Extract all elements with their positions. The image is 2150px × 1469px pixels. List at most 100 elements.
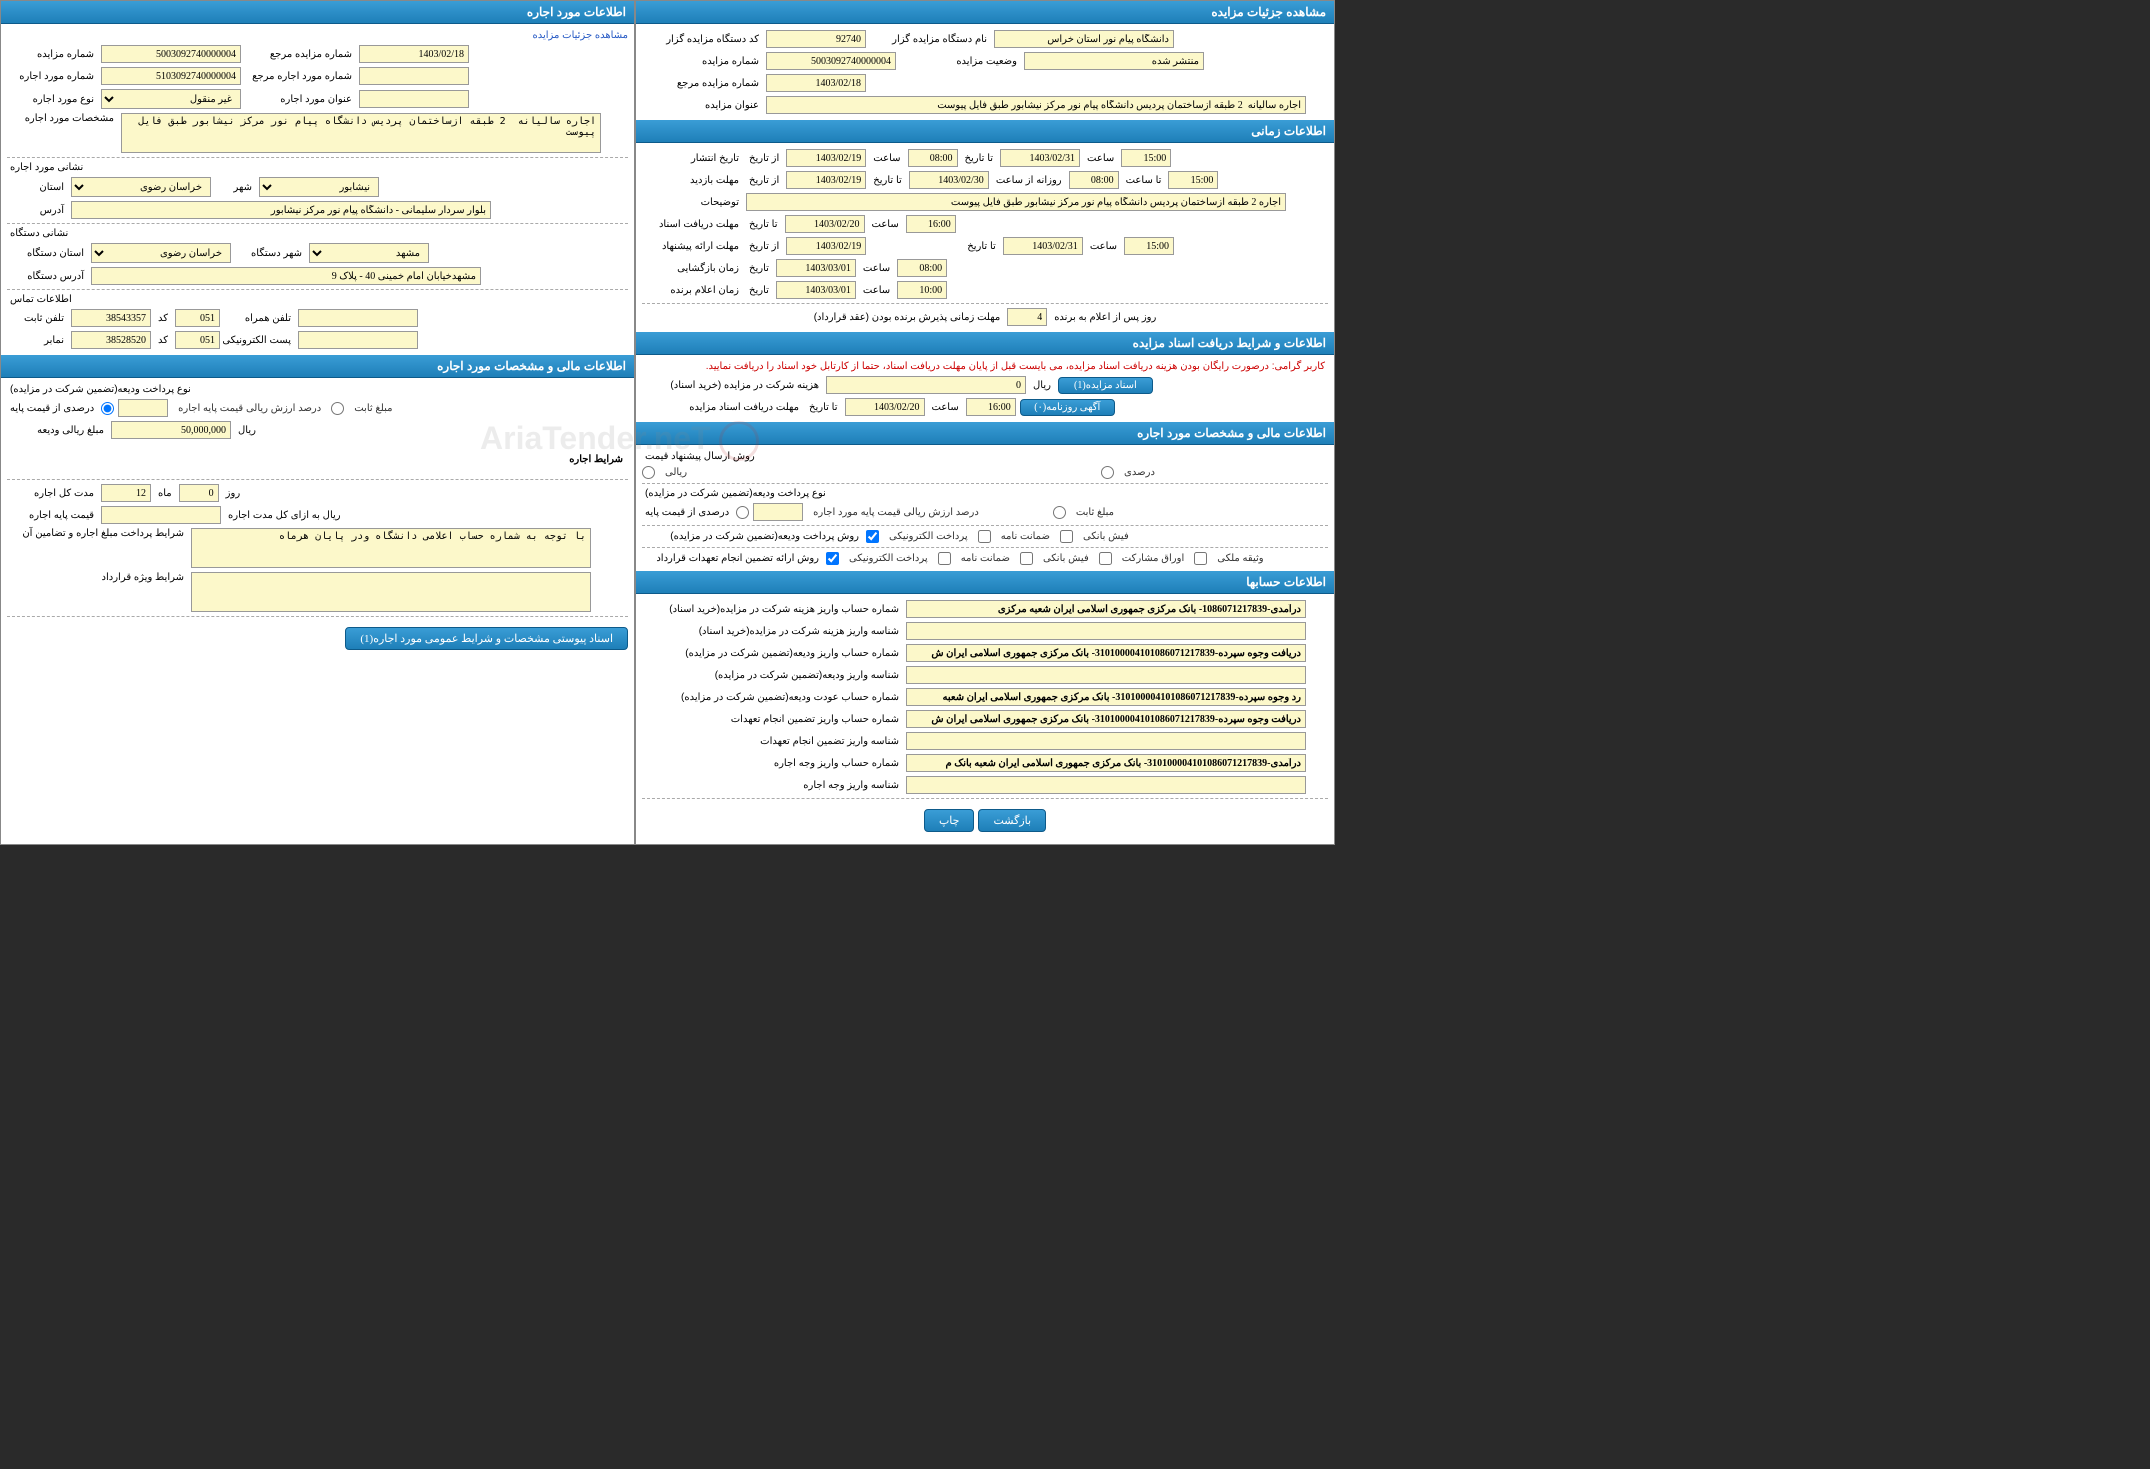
opening-time-label: زمان بازگشایی: [642, 263, 742, 274]
email-field[interactable]: [298, 331, 418, 349]
guarantee2-cb[interactable]: [938, 552, 951, 565]
fax-field[interactable]: [71, 331, 151, 349]
acc5-field[interactable]: [906, 754, 1306, 772]
fee-field[interactable]: [826, 376, 1026, 394]
org-code-field[interactable]: [766, 30, 866, 48]
org-name-field[interactable]: [994, 30, 1174, 48]
auction-status-field[interactable]: [1024, 52, 1204, 70]
riali-opt: ریالی: [665, 467, 687, 478]
lease-ref-label: شماره مورد اجاره مرجع: [245, 71, 355, 82]
lease-item-num-label: شماره مورد اجاره: [7, 71, 97, 82]
bonds-cb[interactable]: [1099, 552, 1112, 565]
base-percent2-opt: درصد ارزش ریالی قیمت پایه مورد اجاره: [813, 507, 979, 518]
open-time[interactable]: [897, 259, 947, 277]
print-button[interactable]: چاپ: [924, 809, 975, 832]
prop-to-date[interactable]: [1003, 237, 1083, 255]
pub-to-time[interactable]: [1121, 149, 1171, 167]
percent-field[interactable]: [118, 399, 168, 417]
address-field[interactable]: [71, 201, 491, 219]
auction-num-field[interactable]: [101, 45, 241, 63]
lease-ref-field[interactable]: [359, 67, 469, 85]
lease-spec-field[interactable]: اجاره سالیانه 2 طبقه ازساختمان پردیس دان…: [121, 113, 601, 153]
visit-from-time[interactable]: [1069, 171, 1119, 189]
lease-type-select[interactable]: غیر منقول: [101, 89, 241, 109]
org-province-select[interactable]: خراسان رضوی: [91, 243, 231, 263]
acc1id-field[interactable]: [906, 622, 1306, 640]
bank-receipt-cb[interactable]: [1060, 530, 1073, 543]
acc5id-field[interactable]: [906, 776, 1306, 794]
acc2-label: شماره حساب واریز ودیعه(تضمین شرکت در مزا…: [642, 648, 902, 659]
view-details-link[interactable]: مشاهده جزئیات مزایده: [532, 30, 628, 41]
deposit-method-label: روش پرداخت ودیعه(تضمین شرکت در مزایده): [642, 531, 862, 542]
mobile-field[interactable]: [298, 309, 418, 327]
org-address-label: نشانی دستگاه: [7, 228, 71, 239]
open-date[interactable]: [776, 259, 856, 277]
org-city-select[interactable]: مشهد: [309, 243, 429, 263]
base-percent2-label: درصدی از قیمت پایه: [642, 507, 732, 518]
elec-payment2-cb[interactable]: [826, 552, 839, 565]
base-price-field[interactable]: [101, 506, 221, 524]
acceptance-suffix: روز پس از اعلام به برنده: [1051, 312, 1159, 323]
visit-from-date[interactable]: [786, 171, 866, 189]
percent2-field[interactable]: [753, 503, 803, 521]
special-cond-field[interactable]: [191, 572, 591, 612]
bank-receipt2-cb[interactable]: [1020, 552, 1033, 565]
win-time[interactable]: [897, 281, 947, 299]
elec-payment-cb[interactable]: [866, 530, 879, 543]
prop-from-date[interactable]: [786, 237, 866, 255]
fixed-amount-radio[interactable]: [331, 402, 344, 415]
docs-button[interactable]: اسناد مزایده(1): [1058, 377, 1153, 394]
doc2-time[interactable]: [966, 398, 1016, 416]
visit-to-date[interactable]: [909, 171, 989, 189]
deposit-amount-field[interactable]: [111, 421, 231, 439]
price-method-label: روش ارسال پیشنهاد قیمت: [642, 451, 758, 462]
province-select[interactable]: خراسان رضوی: [71, 177, 211, 197]
riali-radio[interactable]: [642, 466, 655, 479]
code2-field[interactable]: [175, 331, 220, 349]
pub-from-date[interactable]: [786, 149, 866, 167]
acc1-field[interactable]: [906, 600, 1306, 618]
pub-to-date[interactable]: [1000, 149, 1080, 167]
back-button[interactable]: بازگشت: [978, 809, 1046, 832]
acc4-field[interactable]: [906, 710, 1306, 728]
code1-field[interactable]: [175, 309, 220, 327]
property-cb[interactable]: [1194, 552, 1207, 565]
auction-ref-num-field[interactable]: [359, 45, 469, 63]
total-duration-label: مدت کل اجاره: [7, 488, 97, 499]
payment-cond-field[interactable]: با توجه به شماره حساب اعلامی دانشگاه ودر…: [191, 528, 591, 568]
base-percent2-radio[interactable]: [736, 506, 749, 519]
doc2-date[interactable]: [845, 398, 925, 416]
phone-field[interactable]: [71, 309, 151, 327]
fixed-amount2-radio[interactable]: [1053, 506, 1066, 519]
newspaper-button[interactable]: آگهی روزنامه(۰): [1020, 399, 1115, 416]
visit-to-time[interactable]: [1168, 171, 1218, 189]
acc3-field[interactable]: [906, 688, 1306, 706]
lease-title-field[interactable]: [359, 90, 469, 108]
org-addr-field[interactable]: [91, 267, 481, 285]
fax-label: نمابر: [7, 335, 67, 346]
accounts-header: اطلاعات حسابها: [636, 571, 1334, 594]
acceptance-days-field[interactable]: [1007, 308, 1047, 326]
prop-to-time[interactable]: [1124, 237, 1174, 255]
days-field[interactable]: [179, 484, 219, 502]
lease-item-num-field[interactable]: [101, 67, 241, 85]
acc4id-field[interactable]: [906, 732, 1306, 750]
city-select[interactable]: نیشابور: [259, 177, 379, 197]
attachments-button[interactable]: اسناد پیوستی مشخصات و شرایط عمومی مورد ا…: [345, 627, 628, 650]
percent-radio[interactable]: [1101, 466, 1114, 479]
r-auction-ref-field[interactable]: [766, 74, 866, 92]
org-province-label: استان دستگاه: [7, 248, 87, 259]
win-date[interactable]: [776, 281, 856, 299]
months-field[interactable]: [101, 484, 151, 502]
auction-title-field[interactable]: [766, 96, 1306, 114]
doc-to-time[interactable]: [906, 215, 956, 233]
acc2id-field[interactable]: [906, 666, 1306, 684]
pub-from-time[interactable]: [908, 149, 958, 167]
base-price-radio[interactable]: [101, 402, 114, 415]
notes-field[interactable]: [746, 193, 1286, 211]
r-auction-num-field[interactable]: [766, 52, 896, 70]
guarantee-cb[interactable]: [978, 530, 991, 543]
lease-terms-header: شرایط اجاره: [566, 454, 626, 465]
acc2-field[interactable]: [906, 644, 1306, 662]
doc-to-date[interactable]: [785, 215, 865, 233]
